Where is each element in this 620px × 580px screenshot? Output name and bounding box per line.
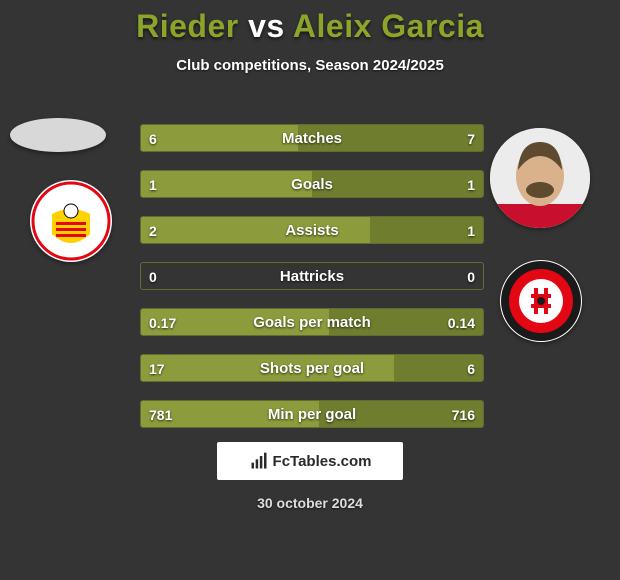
watermark-text: FcTables.com — [273, 453, 372, 470]
comparison-title: Rieder vs Aleix Garcia — [0, 0, 620, 45]
stat-value-left: 1 — [141, 171, 165, 197]
bar-fill-left — [141, 171, 312, 197]
player-right-name: Aleix Garcia — [293, 8, 484, 44]
watermark-box: FcTables.com — [217, 442, 403, 480]
bar-chart-icon — [249, 451, 269, 471]
stat-value-right: 1 — [459, 171, 483, 197]
player-left-name: Rieder — [136, 8, 239, 44]
stat-value-left: 0.17 — [141, 309, 184, 335]
stat-row: 781716Min per goal — [140, 400, 484, 428]
player-right-portrait — [490, 128, 590, 228]
bayer-leverkusen-crest — [500, 260, 582, 342]
stat-value-left: 0 — [141, 263, 165, 289]
date-text: 30 october 2024 — [0, 495, 620, 511]
stat-value-right: 0.14 — [440, 309, 483, 335]
stat-row: 11Goals — [140, 170, 484, 198]
player-right-avatar — [490, 128, 590, 228]
stat-row: 67Matches — [140, 124, 484, 152]
bar-fill-right — [298, 125, 483, 151]
stat-value-left: 2 — [141, 217, 165, 243]
bar-fill-left — [141, 355, 394, 381]
stat-value-left: 17 — [141, 355, 173, 381]
stat-row: 21Assists — [140, 216, 484, 244]
vs-text: vs — [248, 8, 285, 44]
stat-label: Hattricks — [141, 263, 483, 290]
stats-bar-list: 67Matches11Goals21Assists00Hattricks0.17… — [140, 124, 484, 446]
bar-fill-right — [312, 171, 483, 197]
stat-value-right: 0 — [459, 263, 483, 289]
bar-fill-left — [141, 217, 370, 243]
player-left-avatar — [10, 118, 106, 152]
stat-row: 0.170.14Goals per match — [140, 308, 484, 336]
stat-value-left: 781 — [141, 401, 180, 427]
stat-value-right: 716 — [444, 401, 483, 427]
subtitle: Club competitions, Season 2024/2025 — [0, 57, 620, 74]
stat-value-right: 1 — [459, 217, 483, 243]
stat-row: 176Shots per goal — [140, 354, 484, 382]
beard-shape — [526, 182, 554, 198]
shirt-shape — [490, 204, 590, 228]
stat-value-right: 7 — [459, 125, 483, 151]
club-badge-right — [500, 260, 582, 342]
stat-row: 0 0Hattricks — [140, 262, 484, 290]
stat-value-right: 6 — [459, 355, 483, 381]
stat-value-left: 6 — [141, 125, 165, 151]
club-badge-left — [30, 180, 112, 262]
vfb-stuttgart-crest — [30, 180, 112, 262]
